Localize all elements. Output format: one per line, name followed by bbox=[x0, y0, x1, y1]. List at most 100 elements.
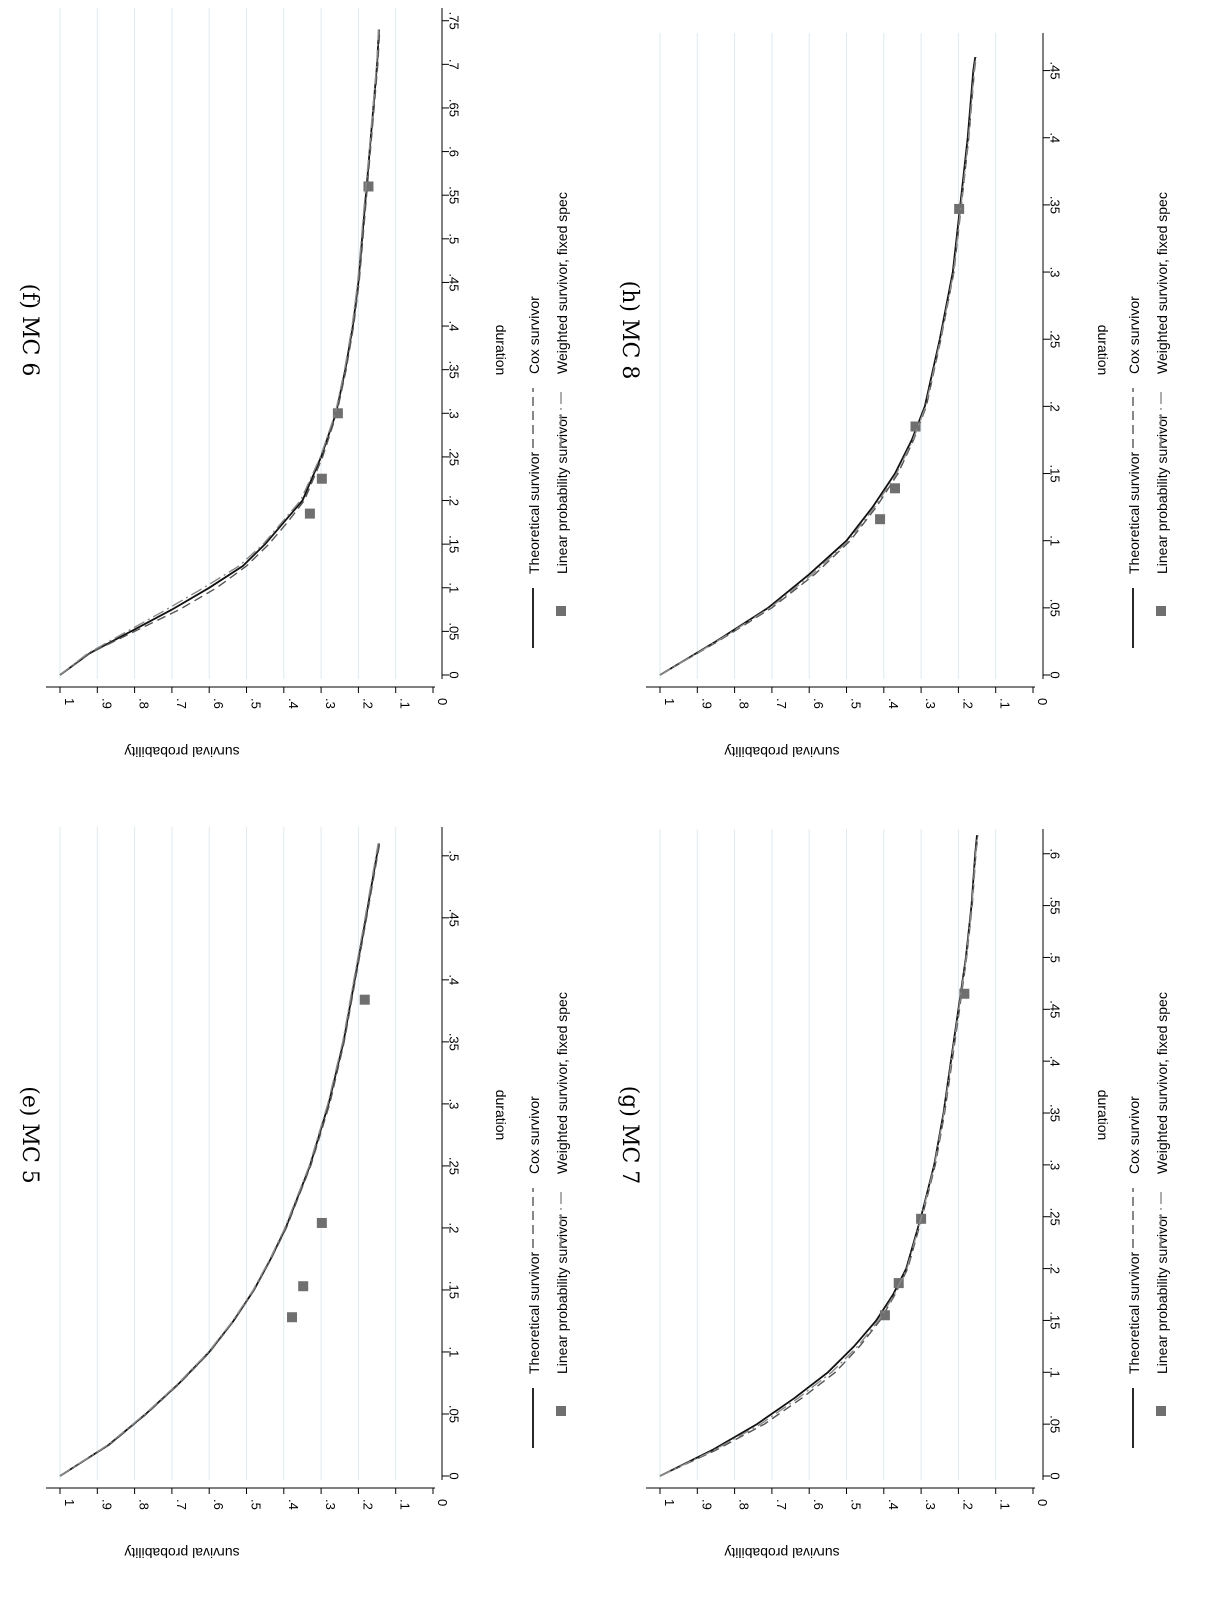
y-tick-label: .1 bbox=[398, 698, 413, 709]
x-tick-label: .25 bbox=[447, 1157, 462, 1175]
series-line-dashdot bbox=[59, 843, 379, 1477]
y-tick-label: 0 bbox=[435, 1499, 450, 1506]
legend-label: Linear probability survivor bbox=[1154, 414, 1170, 574]
y-tick-label: .2 bbox=[960, 1499, 975, 1510]
series-line-dashdot bbox=[659, 835, 979, 1477]
x-tick-label: .1 bbox=[1048, 1367, 1063, 1378]
chart-panel-2: 0 .1 .2 .3 .4 .5 .6 .7 .8 .9 1 0 .05 .1 .15 .2 .25 .3 .35.… bbox=[17, 8, 570, 760]
x-tick-label: .35 bbox=[1048, 196, 1063, 214]
legend-label: Cox survivor bbox=[1126, 296, 1142, 374]
y-tick-label: .8 bbox=[737, 1499, 752, 1510]
y-tick-label: .5 bbox=[249, 698, 264, 709]
y-tick-label: .2 bbox=[960, 698, 975, 709]
x-tick-label: .65 bbox=[447, 99, 462, 117]
x-axis-title: duration bbox=[493, 1090, 509, 1141]
linear-probability-marker bbox=[359, 994, 370, 1005]
y-tick-label: .3 bbox=[323, 1499, 338, 1510]
y-tick-label: 0 bbox=[1035, 698, 1050, 705]
y-tick-label: .9 bbox=[99, 1499, 114, 1510]
linear-probability-marker bbox=[332, 408, 343, 419]
y-tick-label: 1 bbox=[662, 1499, 677, 1506]
x-tick-label: .45 bbox=[1048, 62, 1063, 80]
y-tick-label: 0 bbox=[435, 698, 450, 705]
legend-label: Weighted survivor, fixed spec bbox=[554, 992, 570, 1174]
y-tick-label: .9 bbox=[99, 698, 114, 709]
x-tick-label: .3 bbox=[1048, 1159, 1063, 1170]
linear-probability-marker bbox=[298, 1281, 309, 1292]
linear-probability-marker bbox=[363, 181, 374, 192]
series-line-solid bbox=[59, 843, 380, 1477]
x-tick-label: .2 bbox=[447, 1223, 462, 1234]
x-tick-label: .6 bbox=[1048, 848, 1063, 859]
linear-probability-marker bbox=[954, 203, 965, 214]
series-line-dashed bbox=[659, 835, 979, 1477]
panel-title: (f) MC 6 bbox=[17, 284, 42, 377]
y-tick-label: 0 bbox=[1035, 1499, 1050, 1506]
y-tick-label: .5 bbox=[849, 698, 864, 709]
y-axis-title: survival probability bbox=[124, 1545, 239, 1561]
y-tick-label: .6 bbox=[211, 1499, 226, 1510]
legend-label: Cox survivor bbox=[526, 296, 542, 374]
x-tick-label: .05 bbox=[447, 622, 462, 640]
x-tick-label: .3 bbox=[447, 1098, 462, 1109]
y-tick-label: .4 bbox=[886, 698, 901, 709]
legend-label: Cox survivor bbox=[1126, 1096, 1142, 1174]
y-tick-label: .2 bbox=[360, 1499, 375, 1510]
y-axis-title: survival probability bbox=[724, 744, 839, 760]
y-tick-label: .5 bbox=[249, 1499, 264, 1510]
x-tick-label: 0 bbox=[1048, 1472, 1063, 1479]
y-tick-label: .3 bbox=[923, 698, 938, 709]
x-tick-label: .5 bbox=[1048, 952, 1063, 963]
y-tick-label: .8 bbox=[737, 698, 752, 709]
linear-probability-marker bbox=[910, 421, 921, 432]
linear-probability-marker bbox=[875, 514, 886, 525]
y-tick-label: 1 bbox=[62, 698, 77, 705]
chart-panel-3: 0 .1 .2 .3 .4 .5 .6 .7 .8 .9 1 0 .05 .1 .15 .2 .25 .3 .35.… bbox=[617, 829, 1170, 1561]
legend-label: Linear probability survivor bbox=[554, 1214, 570, 1374]
linear-probability-marker bbox=[316, 1217, 327, 1228]
series-line-solid bbox=[659, 56, 977, 676]
x-tick-label: .05 bbox=[1048, 1415, 1063, 1433]
chart-panel-1: 0 .1 .2 .3 .4 .5 .6 .7 .8 .9 1 0 .05 .1 .15 .2 .25 .3 .35.… bbox=[17, 827, 570, 1561]
panel-title: (h) MC 8 bbox=[617, 281, 642, 380]
y-tick-label: .4 bbox=[286, 698, 301, 709]
x-tick-label: 0 bbox=[447, 1472, 462, 1479]
legend-marker bbox=[556, 606, 566, 616]
y-tick-label: 1 bbox=[62, 1499, 77, 1506]
y-tick-label: .7 bbox=[174, 1499, 189, 1510]
linear-probability-marker bbox=[959, 988, 970, 999]
series-line-dashdot bbox=[59, 29, 380, 676]
legend-label: Weighted survivor, fixed spec bbox=[1154, 992, 1170, 1174]
x-tick-label: .15 bbox=[1048, 464, 1063, 482]
linear-probability-marker bbox=[316, 473, 327, 484]
y-tick-label: .8 bbox=[137, 1499, 152, 1510]
x-tick-label: .45 bbox=[447, 909, 462, 927]
panel-title: (e) MC 5 bbox=[17, 1086, 42, 1184]
x-tick-label: .1 bbox=[1048, 535, 1063, 546]
legend-marker bbox=[556, 1406, 566, 1416]
x-tick-label: .2 bbox=[1048, 401, 1063, 412]
legend-label: Weighted survivor, fixed spec bbox=[554, 192, 570, 374]
y-tick-label: .4 bbox=[286, 1499, 301, 1510]
x-tick-label: .1 bbox=[447, 582, 462, 593]
legend-label: Theoretical survivor bbox=[1126, 452, 1142, 574]
linear-probability-marker bbox=[879, 1310, 890, 1321]
linear-probability-marker bbox=[893, 1278, 904, 1289]
legend-label: Weighted survivor, fixed spec bbox=[1154, 192, 1170, 374]
series-line-dashed bbox=[659, 57, 977, 676]
x-axis-title: duration bbox=[1095, 325, 1111, 376]
y-tick-label: .1 bbox=[398, 1499, 413, 1510]
x-tick-label: .55 bbox=[447, 186, 462, 204]
x-tick-label: .25 bbox=[1048, 330, 1063, 348]
linear-probability-marker bbox=[287, 1312, 298, 1323]
x-tick-label: .45 bbox=[1048, 1000, 1063, 1018]
y-tick-label: .3 bbox=[323, 698, 338, 709]
y-tick-label: .7 bbox=[774, 698, 789, 709]
x-tick-label: .45 bbox=[447, 273, 462, 291]
y-tick-label: 1 bbox=[662, 698, 677, 705]
x-tick-label: .75 bbox=[447, 12, 462, 30]
y-tick-label: .2 bbox=[360, 698, 375, 709]
legend-label: Linear probability survivor bbox=[1154, 1214, 1170, 1374]
y-tick-label: .7 bbox=[174, 698, 189, 709]
